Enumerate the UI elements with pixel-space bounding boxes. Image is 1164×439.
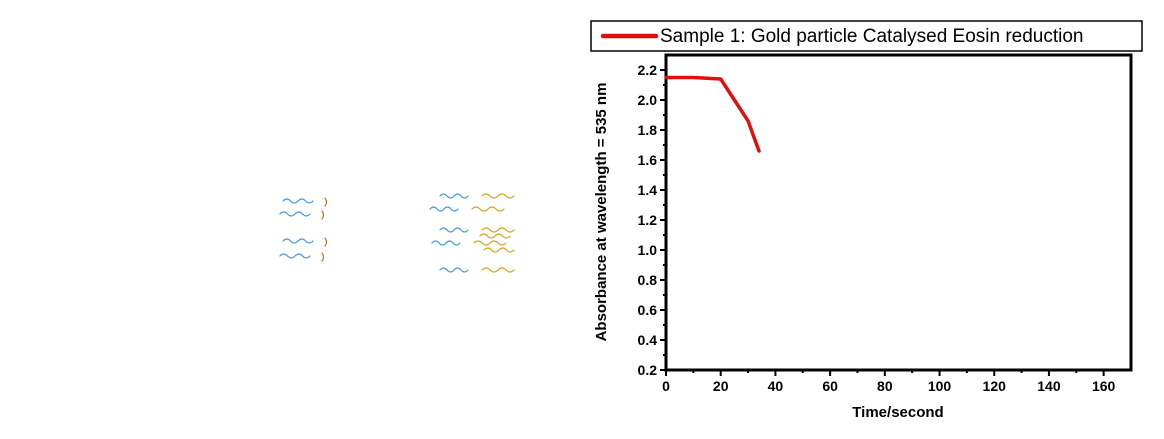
molecule-tail	[324, 197, 328, 207]
legend-label: Sample 1: Gold particle Catalysed Eosin …	[660, 26, 1084, 47]
y-axis-title: Absorbance at wavelength = 535 nm	[593, 83, 610, 342]
blue-molecule	[282, 198, 314, 204]
x-tick-label: 160	[1092, 378, 1116, 394]
blue-molecule	[439, 267, 469, 273]
y-tick-label: 1.6	[638, 152, 658, 168]
x-tick-label: 60	[822, 378, 838, 394]
blue-molecule	[429, 206, 459, 212]
y-tick-label: 0.8	[638, 272, 658, 288]
y-axis: 0.2 0.4 0.6 0.8 1.0 1.2 1.4 1.6 1.8 2.0 2.2	[638, 62, 666, 378]
y-tick-label: 0.4	[638, 332, 658, 348]
y-tick-label: 1.8	[638, 122, 658, 138]
x-tick-label: 0	[662, 378, 670, 394]
series-line	[664, 75, 761, 153]
x-tick-label: 80	[877, 378, 893, 394]
molecule-tail	[324, 237, 328, 247]
gold-molecule	[483, 247, 515, 253]
x-tick-label: 40	[768, 378, 784, 394]
x-tick-label: 100	[928, 378, 952, 394]
y-tick-label: 2.0	[638, 92, 658, 108]
y-tick-label: 1.4	[638, 182, 658, 198]
x-tick-label: 140	[1037, 378, 1061, 394]
y-tick-label: 1.0	[638, 242, 658, 258]
blue-molecule	[282, 238, 314, 244]
gold-molecule	[479, 233, 511, 239]
gold-molecule	[481, 193, 515, 199]
molecule-tail	[321, 210, 325, 220]
blue-molecule	[439, 227, 469, 233]
x-tick-label: 120	[983, 378, 1007, 394]
legend-box	[590, 20, 1143, 52]
molecule-tail	[321, 252, 325, 262]
blue-molecule	[439, 193, 469, 199]
x-tick-label: 20	[713, 378, 729, 394]
blue-molecule	[431, 240, 461, 246]
blue-molecule	[279, 211, 311, 217]
molecule-animation-illustration	[279, 193, 515, 273]
series-layer	[664, 75, 761, 153]
gold-molecule	[473, 240, 507, 246]
y-tick-label: 2.2	[638, 62, 658, 78]
x-axis-title: Time/second	[852, 404, 943, 421]
gold-molecule	[481, 267, 515, 273]
plot-frame	[664, 53, 1133, 372]
y-tick-label: 1.2	[638, 212, 658, 228]
legend: Sample 1: Gold particle Catalysed Eosin …	[590, 20, 1143, 52]
gold-molecule	[471, 206, 505, 212]
y-tick-label: 0.6	[638, 302, 658, 318]
x-axis: 0 20 40 60 80 100 120 140 160	[662, 370, 1116, 394]
y-tick-label: 0.2	[638, 362, 658, 378]
gold-molecule	[481, 227, 515, 233]
blue-molecule	[279, 253, 311, 259]
